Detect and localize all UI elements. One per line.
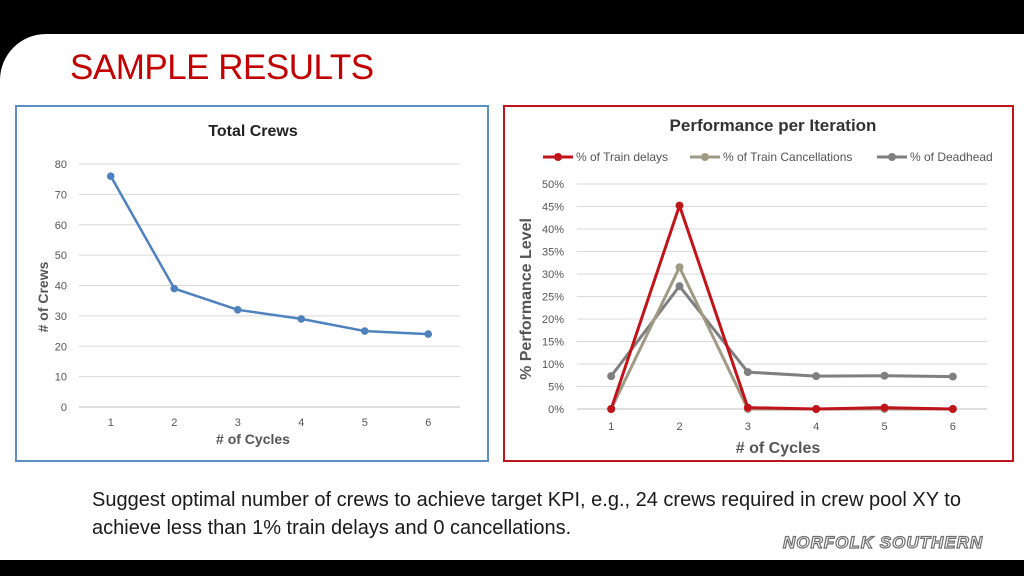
y-tick-label: 50%: [542, 179, 564, 191]
y-axis-label: # of Crews: [35, 261, 51, 332]
y-tick-label: 40%: [542, 224, 564, 236]
total-crews-panel: Total Crews # of Cycles # of Crews 0 10 20…: [15, 105, 489, 462]
data-point: [233, 306, 242, 314]
series-line-total-crews: [109, 175, 429, 336]
y-tick-label: 35%: [542, 247, 564, 259]
data-point-deadhead: [607, 372, 616, 381]
data-point-deadhead: [743, 368, 752, 377]
data-point-train-delays: [948, 405, 957, 413]
y-tick-label: 25%: [542, 292, 564, 304]
y-tick-label: 50: [55, 250, 67, 262]
x-tick-label: 3: [235, 417, 241, 429]
data-point: [424, 330, 433, 338]
norfolk-southern-logo: NORFOLK SOUTHERN: [782, 532, 984, 552]
y-tick-label: 30: [55, 311, 67, 323]
data-point-train-delays: [812, 405, 821, 413]
data-point-train-delays: [880, 403, 889, 412]
performance-panel: Performance per Iteration # of Cycles % …: [503, 105, 1014, 462]
data-point-train-delays: [743, 403, 752, 412]
x-tick-label: 3: [745, 421, 751, 433]
data-point-deadhead: [812, 372, 821, 381]
y-tick-label: 10%: [542, 359, 564, 371]
data-point-deadhead: [948, 372, 957, 381]
series-line-deadhead: [609, 284, 953, 379]
legend-label-train-cancellations: % of Train Cancellations: [723, 150, 852, 164]
chart-title: Performance per Iteration: [670, 116, 877, 135]
y-tick-label: 10: [55, 372, 67, 384]
x-tick-label: 5: [881, 421, 887, 433]
y-tick-label: 45%: [542, 202, 564, 214]
x-tick-label: 1: [108, 417, 114, 429]
legend-label-train-delays: % of Train delays: [576, 150, 668, 164]
slide-title: SAMPLE RESULTS: [70, 48, 374, 87]
y-tick-label: 20%: [542, 314, 564, 326]
data-point: [360, 327, 369, 335]
y-tick-label: 0%: [548, 404, 564, 416]
data-point-train-delays: [675, 201, 684, 210]
y-axis-label: % Performance Level: [518, 218, 535, 380]
data-point: [170, 284, 179, 293]
series-line-train-delays: [609, 204, 953, 411]
x-tick-label: 4: [298, 417, 304, 429]
y-tick-label: 60: [55, 220, 67, 232]
data-point-train-cancellations: [675, 263, 684, 272]
legend-marker-train-cancellations: [701, 153, 709, 161]
x-tick-label: 5: [362, 417, 368, 429]
legend-marker-deadhead: [888, 153, 896, 161]
series-line-train-cancellations: [609, 265, 953, 411]
legend-label-deadhead: % of Deadhead: [910, 150, 993, 164]
data-point-deadhead: [675, 282, 684, 291]
x-tick-label: 6: [425, 417, 431, 429]
caption-text: Suggest optimal number of crews to achie…: [92, 489, 961, 539]
x-tick-label: 2: [676, 421, 682, 433]
total-crews-chart: Total Crews # of Cycles # of Crews 0 10 20…: [35, 123, 460, 447]
data-point: [297, 315, 306, 323]
legend-marker-train-delays: [554, 153, 562, 161]
x-tick-label: 2: [171, 417, 177, 429]
x-tick-label: 6: [950, 421, 956, 433]
y-tick-label: 20: [55, 341, 67, 353]
y-tick-label: 40: [55, 281, 67, 293]
data-point-deadhead: [880, 371, 889, 380]
y-tick-label: 80: [55, 159, 67, 171]
data-point-train-delays: [607, 405, 616, 413]
y-tick-label: 0: [61, 402, 67, 414]
y-tick-label: 30%: [542, 269, 564, 281]
y-tick-label: 15%: [542, 337, 564, 349]
x-tick-label: 4: [813, 421, 819, 433]
y-tick-label: 70: [55, 189, 67, 201]
data-point: [106, 172, 115, 180]
performance-chart: Performance per Iteration # of Cycles % …: [518, 116, 993, 457]
x-tick-label: 1: [608, 421, 614, 433]
x-axis-label: # of Cycles: [216, 431, 290, 447]
y-tick-label: 5%: [548, 382, 564, 394]
x-axis-label: # of Cycles: [736, 440, 821, 457]
chart-title: Total Crews: [208, 123, 298, 140]
